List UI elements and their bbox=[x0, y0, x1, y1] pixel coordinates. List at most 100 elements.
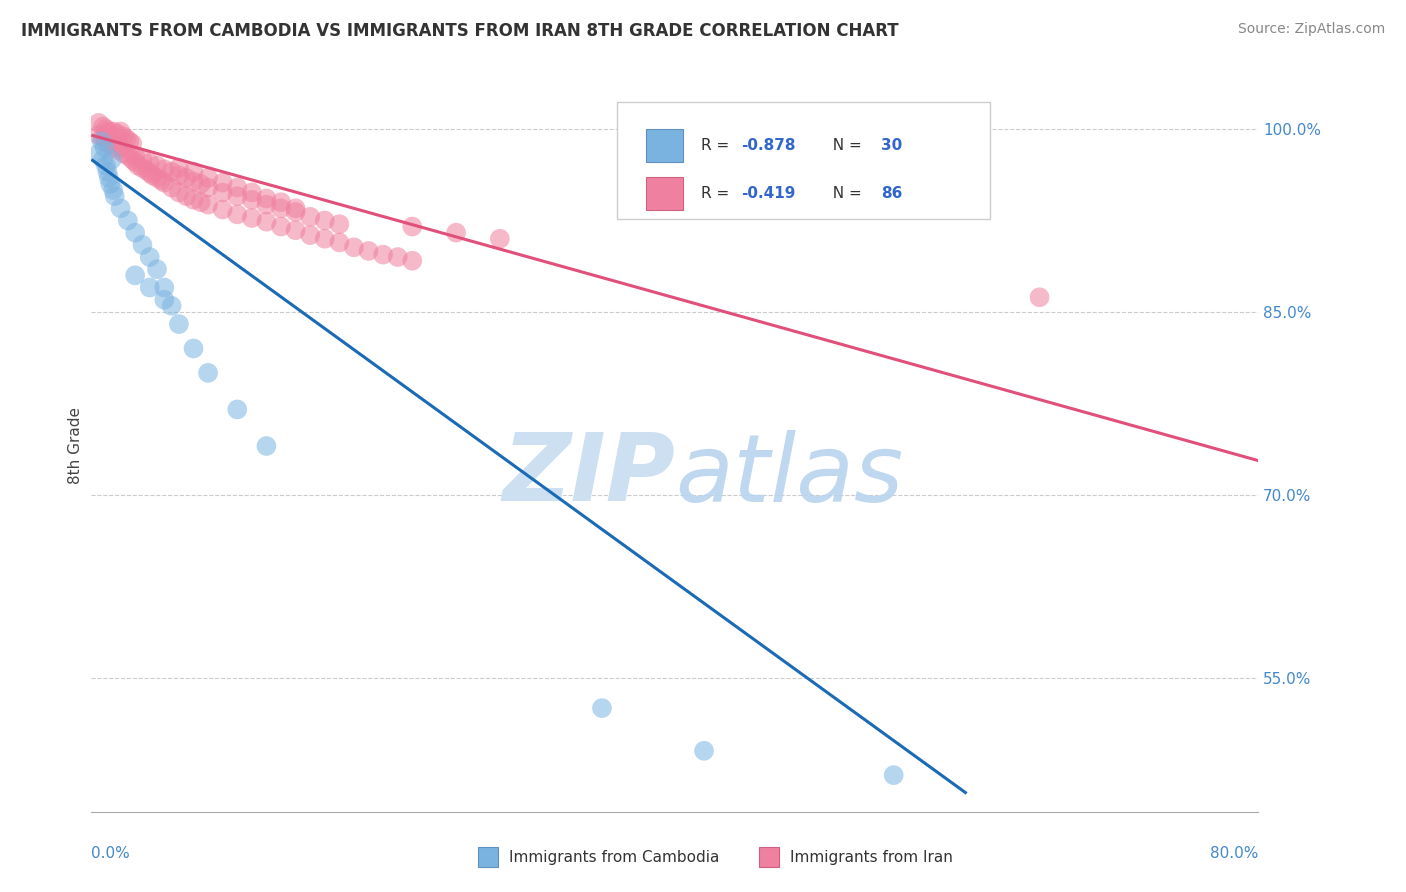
Point bbox=[112, 129, 135, 144]
Point bbox=[97, 136, 120, 151]
Point bbox=[121, 136, 143, 151]
Point bbox=[94, 122, 117, 136]
Point bbox=[197, 180, 219, 194]
Point bbox=[197, 197, 219, 211]
Point bbox=[153, 293, 176, 307]
Point bbox=[97, 170, 120, 185]
Point bbox=[190, 195, 212, 210]
Point bbox=[131, 238, 153, 252]
Point bbox=[138, 250, 162, 264]
Point bbox=[254, 439, 277, 453]
Point bbox=[167, 169, 190, 183]
FancyBboxPatch shape bbox=[759, 847, 779, 867]
Point bbox=[110, 140, 132, 154]
Point bbox=[160, 164, 183, 178]
Point bbox=[117, 213, 139, 227]
Point bbox=[183, 193, 205, 207]
Point bbox=[226, 189, 249, 203]
Point bbox=[299, 228, 322, 243]
Y-axis label: 8th Grade: 8th Grade bbox=[67, 408, 83, 484]
Point bbox=[226, 207, 249, 221]
Point bbox=[174, 189, 197, 203]
Point bbox=[98, 177, 121, 191]
Point bbox=[226, 402, 249, 417]
Point bbox=[127, 159, 149, 173]
Text: 0.0%: 0.0% bbox=[91, 846, 131, 861]
Point bbox=[314, 213, 336, 227]
Point bbox=[91, 153, 114, 167]
Point bbox=[693, 744, 716, 758]
Text: Immigrants from Cambodia: Immigrants from Cambodia bbox=[509, 850, 720, 864]
Point bbox=[135, 163, 157, 178]
Point bbox=[211, 176, 233, 190]
Point bbox=[211, 186, 233, 200]
Point bbox=[97, 124, 120, 138]
Point bbox=[87, 146, 110, 161]
Point bbox=[153, 162, 176, 177]
Point bbox=[591, 701, 613, 715]
Point bbox=[240, 211, 263, 225]
Point bbox=[328, 217, 350, 231]
Point bbox=[138, 280, 162, 294]
Text: N =: N = bbox=[823, 138, 866, 153]
Point bbox=[211, 202, 233, 217]
Text: -0.419: -0.419 bbox=[741, 186, 796, 201]
Point bbox=[314, 232, 336, 246]
Point bbox=[387, 250, 409, 264]
Point bbox=[101, 153, 124, 167]
Point bbox=[197, 170, 219, 185]
Point bbox=[131, 161, 153, 175]
Point bbox=[146, 262, 169, 277]
Point bbox=[87, 116, 110, 130]
Point bbox=[121, 153, 143, 167]
Point bbox=[103, 183, 125, 197]
Point bbox=[190, 177, 212, 191]
Point bbox=[183, 174, 205, 188]
Point bbox=[284, 205, 307, 219]
Point bbox=[153, 280, 176, 294]
Point bbox=[131, 153, 153, 167]
Point bbox=[489, 232, 512, 246]
Point bbox=[254, 215, 277, 229]
Point bbox=[197, 366, 219, 380]
Point bbox=[270, 219, 292, 234]
Text: -0.878: -0.878 bbox=[741, 138, 796, 153]
Point bbox=[94, 159, 117, 173]
Text: Source: ZipAtlas.com: Source: ZipAtlas.com bbox=[1237, 22, 1385, 37]
Point bbox=[93, 140, 115, 154]
Point bbox=[270, 201, 292, 215]
Point bbox=[104, 189, 127, 203]
Point bbox=[118, 134, 141, 148]
Point bbox=[138, 166, 162, 180]
Point bbox=[1028, 290, 1050, 304]
Point bbox=[107, 143, 129, 157]
Point bbox=[401, 219, 423, 234]
Text: 30: 30 bbox=[882, 138, 903, 153]
Point bbox=[183, 342, 205, 356]
Point bbox=[444, 226, 467, 240]
Point bbox=[124, 149, 146, 163]
Point bbox=[103, 140, 125, 154]
Point bbox=[183, 164, 205, 178]
Text: IMMIGRANTS FROM CAMBODIA VS IMMIGRANTS FROM IRAN 8TH GRADE CORRELATION CHART: IMMIGRANTS FROM CAMBODIA VS IMMIGRANTS F… bbox=[21, 22, 898, 40]
Point bbox=[110, 201, 132, 215]
Point bbox=[146, 159, 169, 173]
Point bbox=[299, 210, 322, 224]
Point bbox=[883, 768, 905, 782]
Point bbox=[167, 161, 190, 175]
Point bbox=[284, 201, 307, 215]
Point bbox=[110, 124, 132, 138]
Point bbox=[94, 134, 117, 148]
Text: R =: R = bbox=[700, 186, 734, 201]
Point bbox=[142, 169, 165, 183]
Point bbox=[167, 186, 190, 200]
Point bbox=[328, 235, 350, 250]
Point bbox=[153, 176, 176, 190]
Point bbox=[90, 134, 112, 148]
Point bbox=[124, 268, 146, 283]
Point bbox=[91, 120, 114, 134]
Point bbox=[146, 170, 169, 185]
Point bbox=[167, 317, 190, 331]
Point bbox=[401, 253, 423, 268]
Point bbox=[138, 156, 162, 170]
